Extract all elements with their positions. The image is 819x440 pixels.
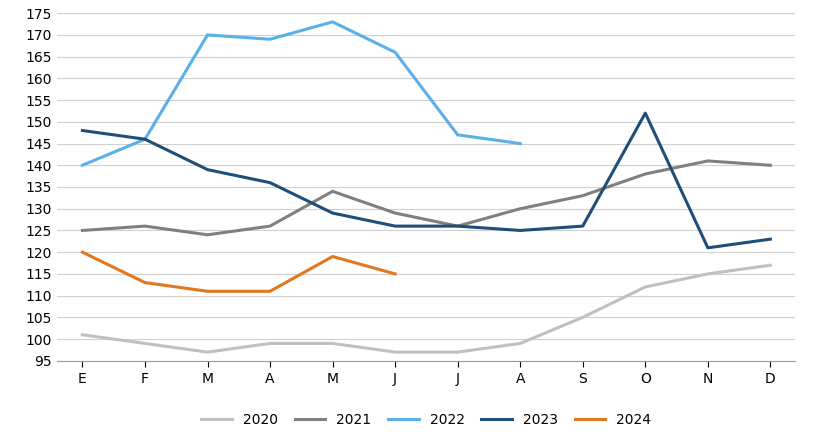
2020: [390, 349, 400, 355]
Legend: 2020, 2021, 2022, 2023, 2024: 2020, 2021, 2022, 2023, 2024: [201, 413, 650, 427]
2020: [452, 349, 462, 355]
2022: [140, 136, 150, 142]
2021: [452, 224, 462, 229]
2021: [640, 171, 649, 176]
2023: [764, 236, 774, 242]
2020: [202, 349, 212, 355]
Line: 2024: 2024: [83, 252, 395, 291]
2021: [265, 224, 274, 229]
2023: [514, 228, 524, 233]
2021: [202, 232, 212, 238]
2023: [390, 224, 400, 229]
2024: [265, 289, 274, 294]
2020: [577, 315, 587, 320]
Line: 2023: 2023: [83, 113, 769, 248]
2022: [202, 32, 212, 37]
2020: [265, 341, 274, 346]
2021: [577, 193, 587, 198]
2023: [702, 245, 712, 250]
2023: [452, 224, 462, 229]
2020: [702, 271, 712, 276]
2021: [514, 206, 524, 211]
2023: [265, 180, 274, 185]
2023: [640, 110, 649, 116]
Line: 2021: 2021: [83, 161, 769, 235]
2024: [140, 280, 150, 285]
2020: [140, 341, 150, 346]
2024: [390, 271, 400, 276]
2021: [78, 228, 88, 233]
2020: [514, 341, 524, 346]
2024: [78, 249, 88, 255]
Line: 2020: 2020: [83, 265, 769, 352]
2021: [328, 189, 337, 194]
2021: [702, 158, 712, 164]
2020: [764, 263, 774, 268]
2020: [78, 332, 88, 337]
2021: [140, 224, 150, 229]
2023: [577, 224, 587, 229]
Line: 2022: 2022: [83, 22, 519, 165]
2023: [78, 128, 88, 133]
2024: [202, 289, 212, 294]
2024: [328, 254, 337, 259]
2022: [452, 132, 462, 137]
2022: [514, 141, 524, 146]
2022: [328, 19, 337, 25]
2020: [640, 284, 649, 290]
2021: [764, 163, 774, 168]
2022: [78, 163, 88, 168]
2023: [202, 167, 212, 172]
2022: [265, 37, 274, 42]
2023: [328, 210, 337, 216]
2021: [390, 210, 400, 216]
2023: [140, 136, 150, 142]
2022: [390, 50, 400, 55]
2020: [328, 341, 337, 346]
